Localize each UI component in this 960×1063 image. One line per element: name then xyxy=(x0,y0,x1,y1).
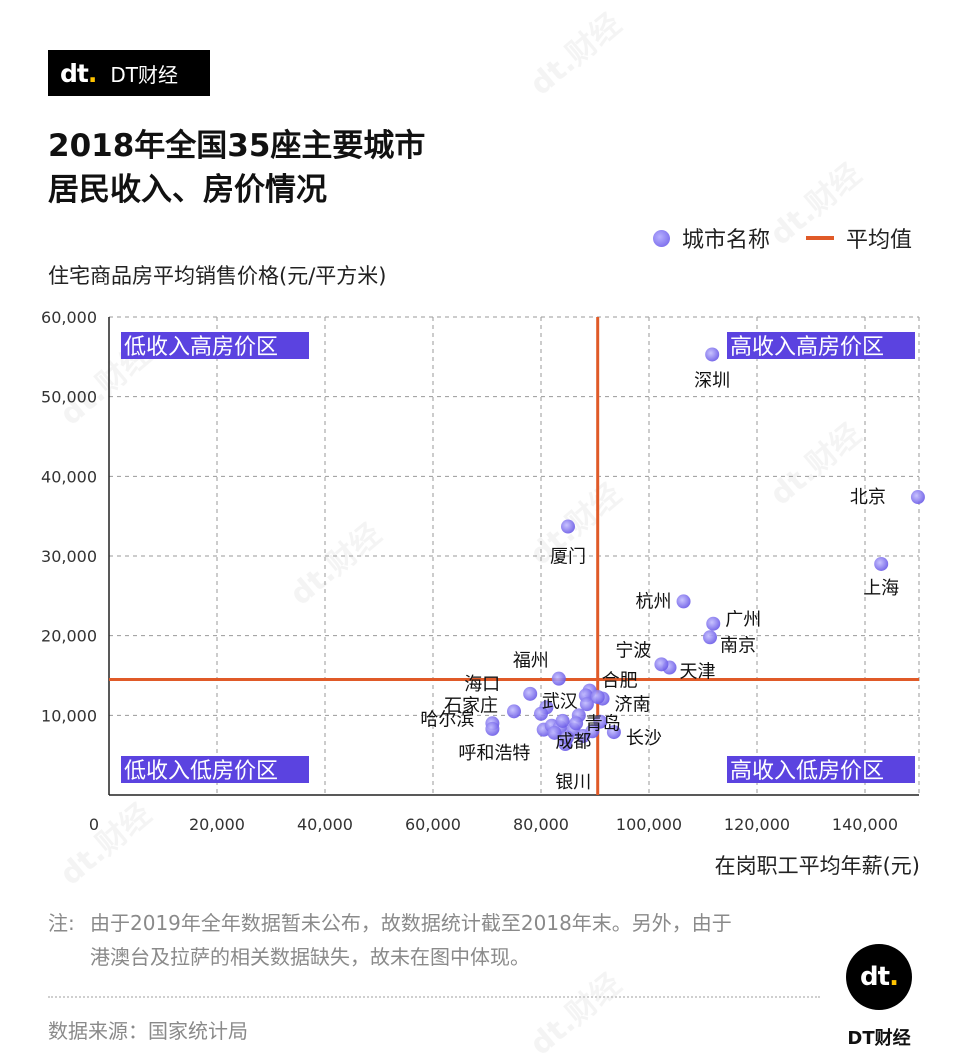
y-tick-label: 60,000 xyxy=(41,308,97,327)
footnote: 注: 由于2019年全年数据暂未公布，故数据统计截至2018年末。另外，由于 港澳… xyxy=(48,906,908,974)
city-label: 宁波 xyxy=(615,640,651,661)
legend-dot-label: 城市名称 xyxy=(681,228,770,253)
data-point xyxy=(606,725,621,740)
x-tick-label: 140,000 xyxy=(832,815,898,834)
data-point xyxy=(523,686,538,701)
scatter-chart: 0 20,000 40,000 60,000 80,000 100,000 120,000 1… xyxy=(41,308,925,834)
quadrant-label-bg xyxy=(727,332,915,359)
city-label: 长沙 xyxy=(626,728,662,749)
city-label: 天津 xyxy=(680,662,716,683)
city-label: 青岛 xyxy=(585,713,621,734)
chart-title: 2018年全国35座主要城市 居民收入、房价情况 xyxy=(48,124,425,212)
city-label: 南京 xyxy=(720,635,756,656)
city-label: 上海 xyxy=(863,578,899,599)
brand-name: DT财经 xyxy=(110,62,178,87)
dt-logo-icon: dt. xyxy=(60,58,97,88)
city-label: 合肥 xyxy=(602,671,638,692)
brand-badge: dt. DT财经 xyxy=(48,50,210,96)
legend-dot-icon xyxy=(652,229,670,247)
data-point xyxy=(551,671,566,686)
city-label: 石家庄 xyxy=(444,695,498,716)
chart-title-line-1: 2018年全国35座主要城市 xyxy=(48,128,426,164)
y-tick-label: 10,000 xyxy=(41,706,97,725)
city-label: 成都 xyxy=(555,732,591,753)
data-point xyxy=(590,690,605,705)
quadrant-label: 低收入高房价区 xyxy=(124,335,278,360)
y-tick-label: 40,000 xyxy=(41,467,97,486)
footnote-prefix: 注: xyxy=(48,911,75,935)
data-point xyxy=(579,697,594,712)
data-point xyxy=(534,706,548,721)
legend: 城市名称 平均值 xyxy=(652,222,912,254)
city-label: 济南 xyxy=(615,695,651,716)
footnote-line-2: 港澳台及拉萨的相关数据缺失，故未在图中体现。 xyxy=(90,945,530,969)
city-label: 深圳 xyxy=(694,370,730,391)
quadrant-label-bg xyxy=(121,332,309,359)
quadrant-label: 高收入高房价区 xyxy=(730,335,884,360)
city-label: 武汉 xyxy=(542,691,578,712)
data-point xyxy=(561,519,575,534)
data-point xyxy=(485,721,500,736)
data-point xyxy=(703,630,718,645)
y-tick-label: 20,000 xyxy=(41,627,97,646)
x-tick-label: 100,000 xyxy=(616,815,682,834)
x-tick-label: 0 xyxy=(89,815,99,834)
data-point xyxy=(547,725,562,740)
city-label: 北京 xyxy=(850,487,886,508)
data-point xyxy=(705,347,720,362)
watermark: dt.财经 xyxy=(518,1,629,104)
x-tick-label: 20,000 xyxy=(189,815,245,834)
x-tick-label: 60,000 xyxy=(405,815,461,834)
data-point xyxy=(555,713,570,728)
dt-logo-icon: dt. xyxy=(846,944,912,1010)
city-label: 海口 xyxy=(464,674,500,695)
data-point xyxy=(910,490,925,505)
data-point xyxy=(569,716,584,731)
x-tick-label: 80,000 xyxy=(513,815,569,834)
quadrant-label: 高收入低房价区 xyxy=(730,759,884,784)
city-label: 厦门 xyxy=(550,547,586,568)
legend-line-icon xyxy=(805,236,834,240)
y-tick-label: 30,000 xyxy=(41,547,97,566)
quadrant-label-bg xyxy=(121,756,309,783)
data-point xyxy=(593,714,608,729)
legend-line-label: 平均值 xyxy=(845,228,912,253)
x-tick-label: 40,000 xyxy=(297,815,353,834)
x-tick-label: 120,000 xyxy=(724,815,790,834)
chart-title-line-2: 居民收入、房价情况 xyxy=(48,172,327,208)
divider xyxy=(48,996,820,998)
data-point xyxy=(507,704,521,719)
city-label: 广州 xyxy=(725,610,761,631)
data-point xyxy=(874,556,889,571)
city-label: 杭州 xyxy=(636,591,672,612)
data-point xyxy=(676,594,691,609)
quadrant-label-bg xyxy=(727,756,915,783)
city-label: 呼和浩特 xyxy=(458,743,530,764)
footer-brand: DT财经 xyxy=(847,1028,911,1049)
y-tick-label: 50,000 xyxy=(41,388,97,407)
data-point xyxy=(585,724,600,739)
quadrant-label: 低收入低房价区 xyxy=(124,759,278,784)
y-axis-title: 住宅商品房平均销售价格(元/平方米) xyxy=(48,264,387,288)
city-label: 哈尔滨 xyxy=(420,709,474,730)
data-point xyxy=(706,616,721,631)
data-point xyxy=(654,657,669,672)
city-label: 银川 xyxy=(555,772,591,793)
city-label: 福州 xyxy=(513,651,549,672)
source-text: 数据来源：国家统计局 xyxy=(48,1019,248,1043)
x-axis-title: 在岗职工平均年薪(元) xyxy=(714,854,920,878)
watermark: dt.财经 xyxy=(518,961,629,1063)
data-point xyxy=(559,730,574,745)
footnote-line-1: 由于2019年全年数据暂未公布，故数据统计截至2018年末。另外，由于 xyxy=(90,911,732,935)
